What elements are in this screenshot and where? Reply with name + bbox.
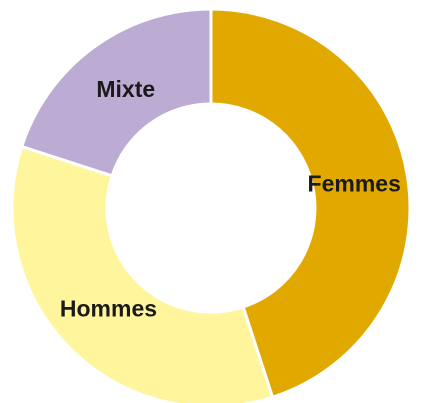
slice [10,144,275,403]
slice [19,7,213,178]
slice-label: Hommes [60,296,157,322]
slice-label: Mixte [96,76,155,102]
slice [209,7,412,400]
slice-label: Femmes [308,170,401,196]
